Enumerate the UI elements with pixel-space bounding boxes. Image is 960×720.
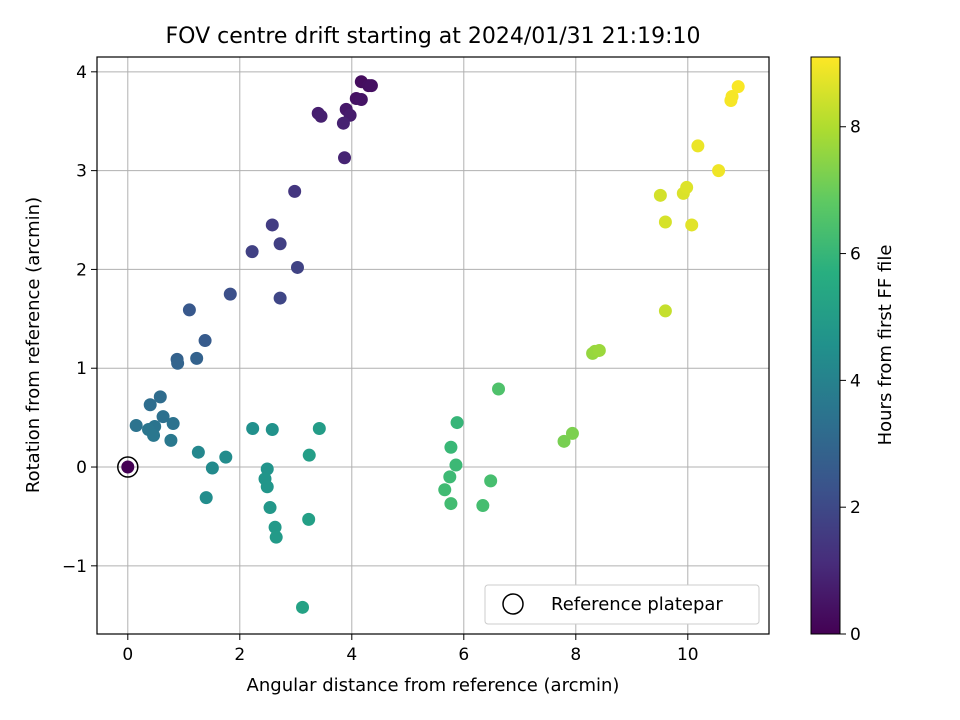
- data-point: [166, 417, 180, 431]
- colorbar-tick-label: 2: [850, 498, 861, 518]
- data-point: [712, 164, 726, 178]
- data-point: [443, 470, 457, 484]
- data-point: [260, 462, 274, 476]
- reference-marker: [117, 456, 139, 478]
- data-point: [129, 419, 143, 433]
- data-point: [314, 109, 328, 123]
- plot-frame: [96, 56, 770, 635]
- y-tick-label: 3: [76, 162, 87, 182]
- colorbar-ticks: 0 2 4 6 8: [840, 118, 861, 645]
- x-tick-label: 8: [570, 645, 581, 665]
- data-point: [288, 184, 302, 198]
- data-point: [268, 520, 282, 534]
- data-point: [265, 422, 279, 436]
- legend: Reference platepar: [484, 584, 760, 625]
- data-point: [691, 139, 705, 153]
- data-point: [725, 90, 739, 104]
- data-point: [444, 440, 458, 454]
- data-point: [199, 491, 213, 505]
- x-axis-label: Angular distance from reference (arcmin): [247, 675, 620, 696]
- y-axis-ticks: −1 0 1 2 3 4: [62, 63, 97, 577]
- data-point: [296, 600, 310, 614]
- legend-marker: [502, 593, 524, 615]
- data-point: [364, 79, 378, 93]
- data-point: [685, 218, 699, 232]
- data-point: [450, 416, 464, 430]
- data-point: [484, 474, 498, 488]
- data-point: [265, 218, 279, 232]
- data-point: [338, 151, 352, 165]
- data-point: [449, 458, 463, 472]
- x-tick-label: 2: [234, 645, 245, 665]
- colorbar-tick-label: 4: [850, 371, 861, 391]
- data-point: [658, 304, 672, 318]
- data-point: [438, 483, 452, 497]
- colorbar-label: Hours from first FF file: [875, 245, 896, 446]
- data-point: [246, 421, 260, 435]
- data-point: [182, 303, 196, 317]
- reference-ring: [117, 456, 139, 478]
- data-point: [592, 343, 606, 357]
- data-point: [653, 188, 667, 202]
- data-point: [273, 237, 287, 251]
- data-point: [153, 390, 167, 404]
- y-tick-label: 4: [76, 63, 87, 83]
- data-point: [557, 434, 571, 448]
- y-tick-label: 0: [76, 458, 87, 478]
- data-point: [171, 356, 185, 370]
- data-point: [205, 461, 219, 475]
- y-tick-label: 2: [76, 260, 87, 280]
- data-point: [658, 215, 672, 229]
- data-point: [260, 480, 274, 494]
- x-tick-label: 0: [122, 645, 133, 665]
- data-point: [164, 433, 178, 447]
- legend-box: [484, 584, 760, 625]
- colorbar-tick-label: 6: [850, 245, 861, 265]
- data-point: [444, 497, 458, 511]
- data-point: [680, 180, 694, 194]
- data-point: [156, 410, 170, 424]
- data-point: [476, 499, 490, 513]
- y-tick-label: −1: [62, 557, 87, 577]
- data-point: [269, 530, 283, 544]
- x-tick-label: 6: [458, 645, 469, 665]
- data-point: [219, 450, 233, 464]
- colorbar-tick-label: 8: [850, 118, 861, 138]
- data-point: [263, 501, 277, 515]
- data-point: [147, 428, 161, 442]
- y-tick-label: 1: [76, 359, 87, 379]
- data-point: [198, 334, 212, 348]
- data-point: [121, 460, 135, 474]
- data-point: [223, 287, 237, 301]
- data-points: [121, 75, 745, 614]
- data-point: [565, 426, 579, 440]
- colorbar-tick-label: 0: [850, 625, 861, 645]
- data-point: [354, 92, 368, 106]
- data-point: [492, 382, 506, 396]
- chart-title: FOV centre drift starting at 2024/01/31 …: [166, 24, 701, 49]
- colorbar-gradient: [810, 56, 841, 635]
- data-point: [143, 398, 157, 412]
- data-point: [312, 421, 326, 435]
- data-point: [191, 445, 205, 459]
- grid-lines: [97, 57, 769, 634]
- x-tick-label: 4: [346, 645, 357, 665]
- y-axis-label: Rotation from reference (arcmin): [23, 197, 44, 493]
- x-tick-label: 10: [677, 645, 699, 665]
- data-point: [302, 512, 316, 526]
- data-point: [731, 80, 745, 94]
- data-point: [190, 351, 204, 365]
- colorbar: 0 2 4 6 8 Hours from first FF file: [810, 56, 896, 645]
- x-axis-ticks: 0 2 4 6 8 10: [122, 634, 699, 665]
- data-point: [290, 260, 304, 274]
- data-point: [273, 291, 287, 305]
- data-point: [302, 448, 316, 462]
- data-point: [245, 245, 259, 259]
- legend-label: Reference platepar: [551, 594, 723, 615]
- data-point: [336, 116, 350, 130]
